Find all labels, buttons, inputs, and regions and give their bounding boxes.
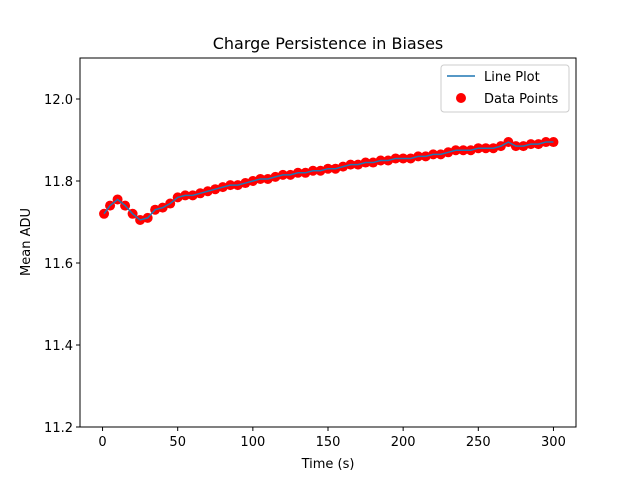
- x-tick-label: 250: [466, 435, 491, 450]
- y-tick-label: 11.8: [44, 175, 73, 190]
- legend: Line Plot Data Points: [440, 64, 570, 113]
- plot-area: [79, 57, 577, 428]
- x-tick-label: 50: [169, 435, 186, 450]
- chart-title: Charge Persistence in Biases: [213, 34, 444, 53]
- y-tick-label: 11.6: [44, 257, 73, 272]
- x-tick-label: 150: [316, 435, 341, 450]
- x-tick-label: 200: [391, 435, 416, 450]
- legend-label-data-points: Data Points: [484, 92, 558, 107]
- x-axis: 0 50 100 150 200 250 300: [98, 427, 566, 450]
- data-point: [99, 208, 110, 219]
- x-tick-label: 100: [240, 435, 265, 450]
- x-tick-label: 300: [541, 435, 566, 450]
- y-tick-label: 11.4: [44, 339, 73, 354]
- y-tick-label: 12.0: [44, 93, 73, 108]
- data-point: [548, 137, 559, 148]
- legend-label-line-plot: Line Plot: [484, 70, 540, 85]
- y-axis-label: Mean ADU: [19, 208, 34, 276]
- line-plot-layer: [103, 141, 554, 221]
- x-tick-label: 0: [98, 435, 106, 450]
- series-line-plot: [103, 141, 554, 221]
- legend-points-swatch: [456, 93, 466, 103]
- y-tick-label: 11.2: [44, 421, 73, 436]
- x-axis-label: Time (s): [301, 457, 355, 472]
- y-axis: 11.2 11.4 11.6 11.8 12.0: [44, 93, 80, 436]
